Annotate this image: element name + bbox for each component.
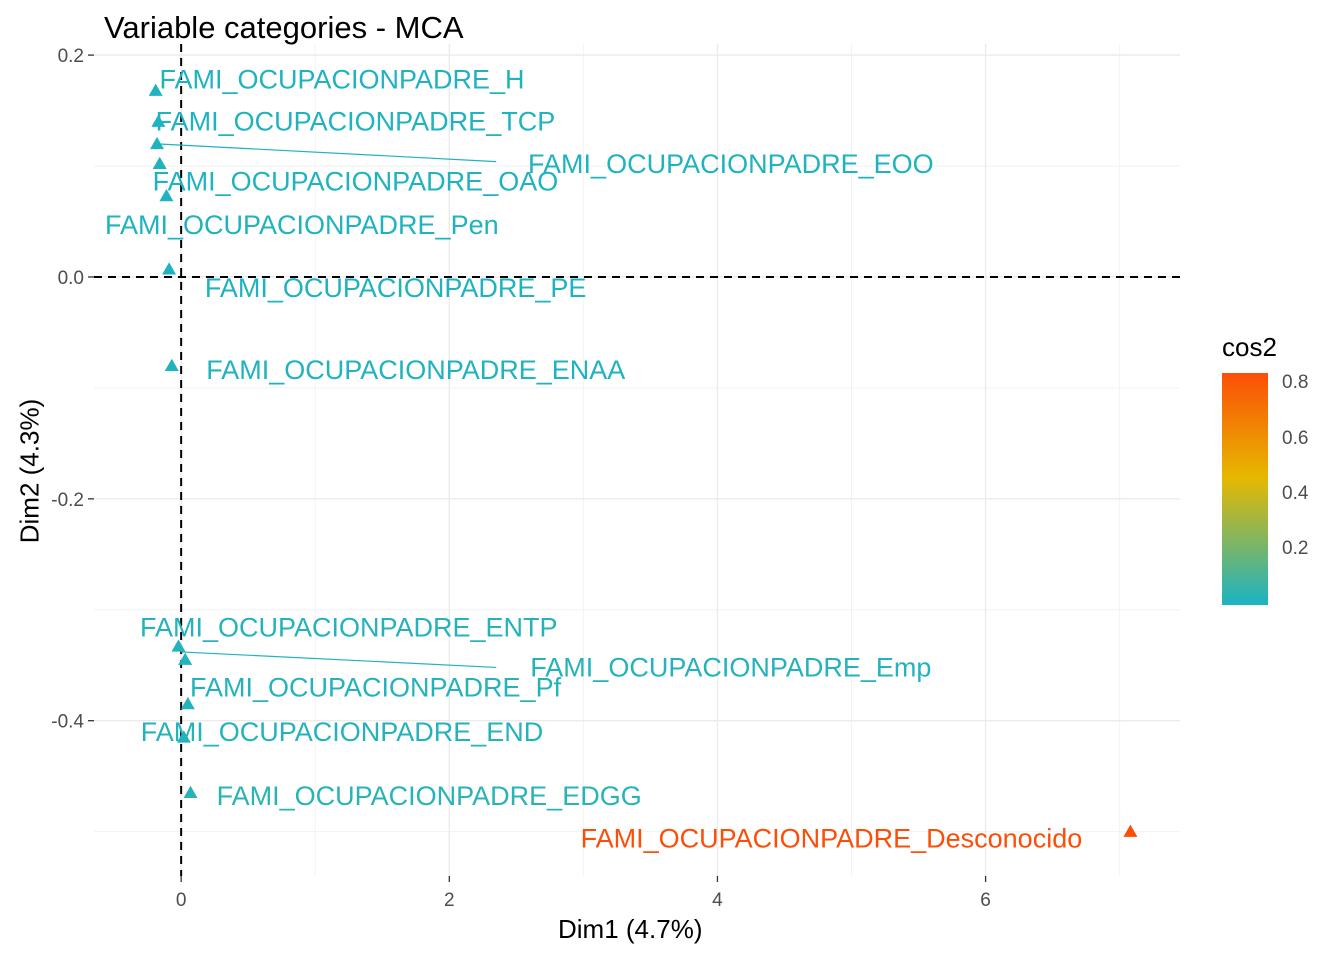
category-label: FAMI_OCUPACIONPADRE_Pen	[105, 210, 499, 240]
y-tick-label: 0.2	[58, 46, 84, 67]
category-point	[178, 652, 193, 665]
y-tick-label: -0.2	[51, 490, 84, 511]
category-point	[176, 730, 191, 743]
category-point	[152, 156, 167, 170]
category-point	[150, 136, 165, 150]
category-label: FAMI_OCUPACIONPADRE_END	[141, 717, 544, 747]
category-label: FAMI_OCUPACIONPADRE_Emp	[530, 652, 931, 682]
x-tick-label: 4	[712, 890, 723, 911]
y-tick-label: -0.4	[51, 712, 84, 733]
x-tick-label: 6	[980, 890, 991, 911]
label-connector	[156, 143, 497, 163]
category-label: FAMI_OCUPACIONPADRE_Pf	[190, 672, 562, 702]
category-label: FAMI_OCUPACIONPADRE_Desconocido	[581, 823, 1083, 853]
category-point	[1123, 824, 1138, 837]
category-label: FAMI_OCUPACIONPADRE_ENAA	[206, 355, 625, 385]
category-label: FAMI_OCUPACIONPADRE_EOO	[528, 149, 934, 179]
legend-tick-label: 0.2	[1282, 538, 1309, 559]
category-label: FAMI_OCUPACIONPADRE_ENTP	[140, 613, 558, 643]
x-tick-label: 2	[444, 890, 455, 911]
category-label: FAMI_OCUPACIONPADRE_EDGG	[217, 781, 642, 811]
category-label: FAMI_OCUPACIONPADRE_OAO	[153, 167, 559, 197]
legend-title: cos2	[1222, 332, 1277, 362]
x-axis-label: Dim1 (4.7%)	[558, 914, 703, 944]
category-label: FAMI_OCUPACIONPADRE_PE	[205, 273, 587, 303]
legend-tick-label: 0.6	[1282, 428, 1309, 449]
chart-title: Variable categories - MCA	[104, 10, 464, 45]
category-point	[171, 639, 186, 652]
category-point	[162, 262, 177, 275]
x-tick-label: 0	[176, 890, 187, 911]
category-point	[151, 114, 166, 127]
category-point	[159, 188, 174, 202]
category-point	[148, 83, 163, 96]
category-label: FAMI_OCUPACIONPADRE_H	[159, 64, 524, 94]
category-point	[183, 785, 198, 799]
legend-tick-label: 0.8	[1282, 372, 1309, 393]
category-point	[164, 358, 179, 371]
y-axis-label: Dim2 (4.3%)	[14, 398, 45, 544]
category-point	[180, 697, 195, 710]
label-connector	[181, 651, 497, 669]
legend-colorbar	[1222, 373, 1268, 605]
legend-tick-label: 0.4	[1282, 483, 1309, 504]
y-tick-label: 0.0	[58, 268, 84, 289]
category-label: FAMI_OCUPACIONPADRE_TCP	[156, 107, 556, 137]
